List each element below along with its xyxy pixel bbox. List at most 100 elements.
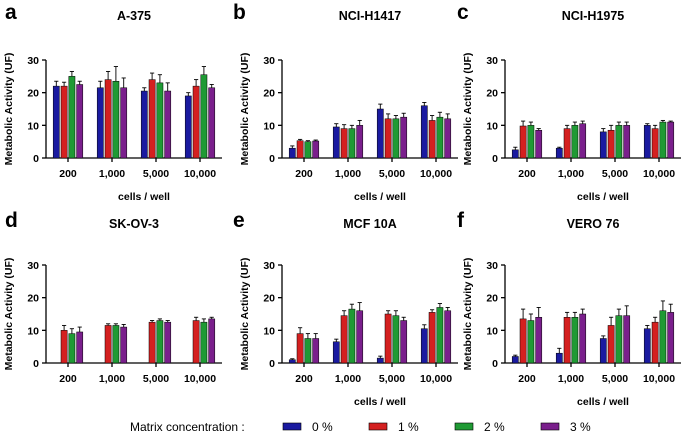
- bar-1pct: [296, 333, 304, 364]
- panel-letter: a: [5, 1, 17, 24]
- bar-1pct: [340, 315, 348, 364]
- y-tick-label: 10: [263, 120, 275, 132]
- legend-swatch: [540, 422, 560, 431]
- panel-e: e MCF 10A Metabolic Activity (UF) 0 10 20 30 20…: [233, 209, 458, 408]
- x-tick-label: 200: [518, 373, 536, 385]
- x-tick-label: 10,000: [643, 373, 675, 385]
- y-tick-label: 30: [27, 55, 39, 67]
- bar-3pct: [356, 125, 364, 159]
- bar-2pct: [156, 320, 164, 364]
- bar-0pct: [184, 95, 192, 159]
- bar-3pct: [444, 118, 452, 159]
- bar-1pct: [148, 79, 156, 159]
- y-axis-label: Metabolic Activity (UF): [462, 258, 474, 371]
- x-tick-label: 10,000: [643, 168, 675, 180]
- x-tick-label: 5,000: [602, 168, 628, 180]
- panel-d: d SK-OV-3 Metabolic Activity (UF) 0 10 20 30 20…: [3, 209, 222, 385]
- bar-2pct: [68, 333, 76, 364]
- x-tick-label: 1,000: [558, 373, 584, 385]
- bar-1pct: [428, 120, 436, 159]
- bar-2pct: [112, 80, 120, 159]
- bar-3pct: [312, 338, 320, 364]
- y-tick-label: 0: [269, 153, 275, 165]
- x-tick-label: 5,000: [143, 373, 169, 385]
- bar-1pct: [296, 140, 304, 159]
- bar-2pct: [304, 141, 312, 159]
- x-tick-label: 200: [295, 373, 313, 385]
- bar-3pct: [356, 310, 364, 364]
- legend-swatch: [454, 422, 474, 431]
- bar-2pct: [348, 128, 356, 159]
- y-tick-label: 0: [492, 153, 498, 165]
- bar-0pct: [420, 328, 428, 364]
- bar-2pct: [348, 308, 356, 364]
- y-tick-label: 30: [263, 55, 275, 67]
- bar-3pct: [164, 321, 172, 364]
- legend-label: 0 %: [312, 420, 333, 434]
- y-tick-label: 10: [486, 325, 498, 337]
- bar-1pct: [651, 128, 659, 159]
- bar-0pct: [376, 108, 384, 159]
- bar-3pct: [535, 129, 543, 159]
- x-axis-label: cells / well: [354, 191, 406, 203]
- legend-label: 2 %: [484, 420, 505, 434]
- bar-0pct: [332, 341, 340, 364]
- bar-1pct: [428, 312, 436, 364]
- x-tick-label: 5,000: [379, 373, 405, 385]
- bar-3pct: [535, 317, 543, 364]
- y-tick-label: 10: [27, 325, 39, 337]
- x-axis-label: cells / well: [577, 396, 629, 408]
- bar-0pct: [52, 85, 60, 159]
- y-tick-label: 0: [33, 358, 39, 370]
- bar-3pct: [400, 116, 408, 159]
- bar-3pct: [623, 125, 631, 159]
- bar-1pct: [192, 85, 200, 159]
- bar-1pct: [519, 318, 527, 364]
- bar-3pct: [76, 84, 84, 159]
- panel-title: VERO 76: [567, 217, 620, 231]
- panel-title: NCI-H1975: [562, 9, 625, 23]
- x-tick-label: 1,000: [558, 168, 584, 180]
- bar-1pct: [104, 79, 112, 159]
- legend-entry: 1 %: [368, 420, 419, 434]
- bar-3pct: [120, 326, 128, 364]
- bar-0pct: [96, 87, 104, 159]
- legend-swatch: [282, 422, 302, 431]
- panel-c: c NCI-H1975 Metabolic Activity (UF) 0 10 20 30…: [457, 1, 681, 203]
- x-tick-label: 10,000: [184, 373, 216, 385]
- panel-letter: c: [457, 1, 469, 24]
- x-tick-label: 1,000: [99, 168, 125, 180]
- panel-letter: b: [233, 1, 246, 24]
- x-tick-label: 5,000: [602, 373, 628, 385]
- bar-1pct: [519, 125, 527, 159]
- bar-2pct: [304, 338, 312, 364]
- legend-swatch: [368, 422, 388, 431]
- bar-3pct: [164, 90, 172, 159]
- bar-3pct: [623, 315, 631, 364]
- legend-entry: 3 %: [540, 420, 591, 434]
- panel-letter: e: [233, 209, 245, 232]
- bar-1pct: [60, 85, 68, 159]
- bar-2pct: [615, 125, 623, 159]
- legend: Matrix concentration : 0 % 1 % 2 % 3 %: [130, 420, 591, 434]
- bar-3pct: [76, 331, 84, 364]
- y-axis-label: Metabolic Activity (UF): [462, 53, 474, 166]
- bar-0pct: [288, 359, 296, 364]
- y-tick-label: 20: [27, 88, 39, 100]
- bar-1pct: [651, 321, 659, 364]
- panel-title: NCI-H1417: [339, 9, 402, 23]
- y-tick-label: 0: [269, 358, 275, 370]
- y-axis-label: Metabolic Activity (UF): [239, 258, 251, 371]
- panel-letter: d: [5, 209, 18, 232]
- bar-1pct: [563, 317, 571, 364]
- panel-title: SK-OV-3: [109, 217, 159, 231]
- bar-1pct: [60, 330, 68, 364]
- bar-3pct: [667, 312, 675, 364]
- y-tick-label: 30: [486, 55, 498, 67]
- y-tick-label: 30: [27, 260, 39, 272]
- bar-2pct: [571, 317, 579, 364]
- bar-0pct: [643, 328, 651, 364]
- bar-3pct: [312, 140, 320, 159]
